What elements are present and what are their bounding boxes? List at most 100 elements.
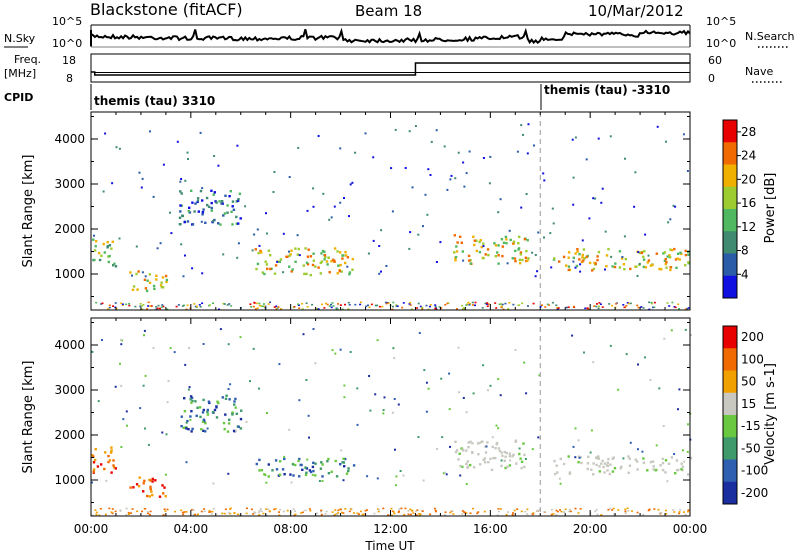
ground-scatter-cell [162,514,165,516]
data-cell [215,416,219,419]
ground-scatter-cell [624,510,627,513]
data-cell [302,264,305,267]
ground-scatter-cell [567,306,570,308]
cpid-entry-1: themis (tau) 3310 [94,94,215,108]
colorbar-tick-label: -50 [741,441,761,455]
ground-scatter-cell [501,303,504,306]
data-cell [237,242,240,245]
data-cell [514,260,517,263]
data-cell [623,235,626,238]
data-cell [488,182,491,185]
data-cell [661,457,664,461]
ground-scatter-cell [352,512,355,514]
data-cell [199,131,202,134]
data-cell [659,464,662,467]
data-cell [613,265,617,269]
ground-scatter-cell [551,301,554,304]
ground-scatter-cell [565,306,568,309]
data-cell [306,458,309,461]
ground-scatter-cell [373,512,376,515]
data-cell [188,206,191,209]
data-cell [595,456,598,460]
ground-scatter-cell [210,513,213,515]
data-cell [160,281,163,284]
data-cell [467,254,471,258]
data-cell [457,346,460,349]
data-cell [460,241,463,244]
data-cell [343,465,346,468]
data-cell [100,463,103,466]
ground-scatter-cell [678,512,681,515]
data-cell [595,463,598,467]
data-cell [687,423,689,426]
data-cell [142,384,145,387]
data-cell [110,446,113,449]
data-cell [255,267,258,271]
data-cell [183,397,186,400]
ground-scatter-cell [252,513,255,515]
data-cell [260,251,263,254]
data-cell [306,255,310,258]
data-cell [450,174,453,177]
ground-scatter-cell [598,302,601,304]
ground-scatter-cell [398,510,400,513]
data-cell [583,351,585,354]
data-cell [228,398,231,401]
data-cell [294,260,297,263]
data-cell [553,257,556,260]
data-cell [454,450,458,454]
data-cell [478,250,482,254]
data-cell [581,239,584,242]
data-cell [490,468,494,472]
data-cell [334,459,337,463]
data-cell [107,255,110,258]
ground-scatter-cell [396,305,399,307]
data-cell [591,269,594,272]
data-cell [495,424,498,427]
nsky-curve [90,27,691,46]
ground-scatter-cell [477,511,480,513]
data-cell [523,453,526,456]
data-cell [317,266,320,269]
data-cell [534,254,537,256]
data-cell [101,339,103,341]
data-cell [305,272,308,276]
data-cell [152,347,155,349]
data-cell [131,288,135,291]
data-cell [92,461,96,464]
data-cell [646,261,649,264]
ground-scatter-cell [160,306,163,308]
data-cell [417,436,420,438]
data-cell [297,247,300,251]
data-cell [166,401,169,404]
data-cell [491,436,494,439]
ground-scatter-cell [110,511,113,513]
data-cell [282,232,285,235]
ground-scatter-cell [275,308,278,310]
ground-scatter-cell [330,303,332,306]
data-cell [468,259,471,262]
ground-scatter-cell [199,306,202,308]
ground-scatter-cell [546,303,549,306]
data-cell [206,427,209,430]
ground-scatter-cell [395,304,398,306]
data-cell [196,197,200,200]
colorbar-tick-label: 12 [741,220,756,234]
ground-scatter-cell [155,306,158,308]
data-cell [180,243,183,246]
ground-scatter-cell [191,508,193,511]
ground-scatter-cell [125,303,128,306]
data-cell [517,248,520,251]
ground-scatter-cell [597,307,600,310]
ground-scatter-cell [631,510,633,512]
data-cell [345,472,349,475]
ground-scatter-cell [157,304,160,307]
ground-scatter-cell [166,508,169,511]
data-cell [669,266,672,269]
ground-scatter-cell [377,508,380,511]
data-cell [288,428,291,431]
data-cell [366,475,369,478]
data-cell [200,428,203,431]
data-cell [330,470,333,473]
data-cell [378,245,381,247]
